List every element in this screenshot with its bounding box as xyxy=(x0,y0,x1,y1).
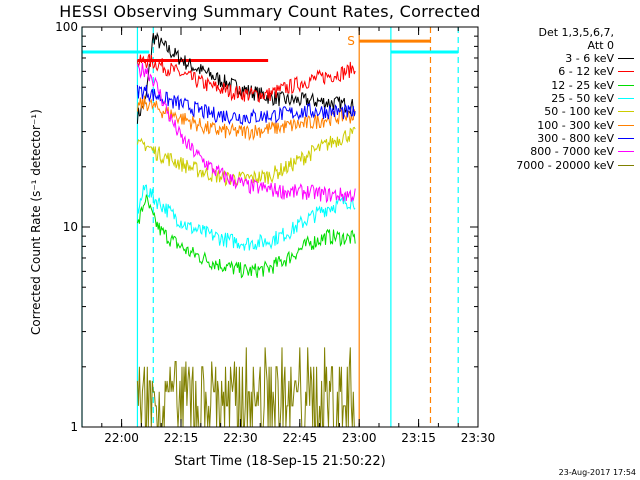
y-axis-label: Corrected Count Rate (s⁻¹ detector⁻¹) xyxy=(29,109,43,335)
legend-item: 300 - 800 keV xyxy=(478,132,638,145)
x-tick-label: 22:15 xyxy=(164,431,199,445)
series-line-50-100kev xyxy=(136,126,356,187)
legend-item: 12 - 25 keV xyxy=(478,79,638,92)
x-tick-label: 23:00 xyxy=(342,431,377,445)
series-line-100-300kev xyxy=(136,95,356,142)
legend-item: 25 - 50 keV xyxy=(478,92,638,105)
series-layer xyxy=(136,31,356,428)
series-line-12-25kev xyxy=(136,194,356,279)
legend-label: 12 - 25 keV xyxy=(551,78,614,92)
legend-label: 3 - 6 keV xyxy=(565,52,614,66)
legend-label: 6 - 12 keV xyxy=(558,65,614,79)
legend-item: 50 - 100 keV xyxy=(478,105,638,118)
x-tick-label: 22:30 xyxy=(223,431,258,445)
legend-label: 800 - 7000 keV xyxy=(530,145,614,159)
series-line-6-12kev xyxy=(136,53,356,103)
legend-label: 300 - 800 keV xyxy=(537,131,614,145)
series-line-3-6kev xyxy=(136,31,356,124)
legend-swatch xyxy=(618,98,634,100)
x-tick-label: 23:30 xyxy=(461,431,496,445)
legend-item: 100 - 300 keV xyxy=(478,118,638,132)
legend-rows: 3 - 6 keV 6 - 12 keV 12 - 25 keV 25 - 50 ke… xyxy=(478,52,638,172)
legend-item: 7000 - 20000 keV xyxy=(478,158,638,172)
legend-item: 800 - 7000 keV xyxy=(478,145,638,158)
legend-swatch xyxy=(618,151,634,153)
legend: Det 1,3,5,6,7, Att 0 3 - 6 keV 6 - 12 keV… xyxy=(478,26,638,172)
legend-header-attenuator: Att 0 xyxy=(587,39,614,52)
y-tick-label: 1 xyxy=(70,420,78,434)
series-line-7000-20000kev xyxy=(136,347,356,428)
legend-swatch xyxy=(618,58,634,60)
saa-flag-label: S xyxy=(347,34,355,48)
x-axis-label: Start Time (18-Sep-15 21:50:22) xyxy=(174,454,386,469)
legend-label: 7000 - 20000 keV xyxy=(516,158,614,172)
legend-swatch xyxy=(618,164,634,166)
legend-item: 6 - 12 keV xyxy=(478,65,638,78)
x-tick-label: 22:00 xyxy=(104,431,139,445)
legend-label: 25 - 50 keV xyxy=(551,92,614,106)
y-tick-label: 100 xyxy=(55,20,78,34)
axis-layer: 22:00 22:15 22:30 22:45 23:00 23:15 23:30 1 10 10… xyxy=(55,20,495,445)
legend-swatch xyxy=(618,111,634,113)
legend-swatch xyxy=(618,71,634,73)
series-line-25-50kev xyxy=(136,184,356,251)
x-tick-label: 22:45 xyxy=(283,431,318,445)
legend-label: 50 - 100 keV xyxy=(544,105,614,119)
series-line-300-800kev xyxy=(136,84,356,126)
series-line-800-7000kev xyxy=(136,62,356,204)
x-tick-label: 23:15 xyxy=(401,431,436,445)
legend-label: 100 - 300 keV xyxy=(537,118,614,132)
legend-header-detectors: Det 1,3,5,6,7, xyxy=(538,26,614,39)
legend-swatch xyxy=(618,124,634,126)
legend-item: 3 - 6 keV xyxy=(478,52,638,65)
legend-swatch xyxy=(618,84,634,86)
chart-title: HESSI Observing Summary Count Rates, Cor… xyxy=(59,2,481,21)
y-tick-label: 10 xyxy=(63,220,78,234)
timestamp: 23-Aug-2017 17:54 xyxy=(558,468,636,477)
flags-layer xyxy=(81,27,459,427)
legend-swatch xyxy=(618,137,634,139)
